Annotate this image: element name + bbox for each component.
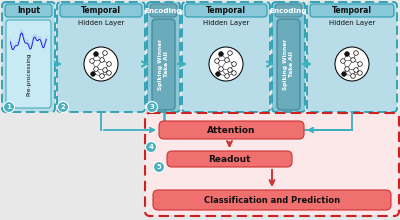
Text: Hidden Layer: Hidden Layer (78, 20, 124, 26)
Circle shape (219, 67, 223, 71)
Text: Input: Input (17, 6, 40, 15)
Text: Pre-processing: Pre-processing (26, 53, 31, 96)
FancyBboxPatch shape (182, 2, 270, 112)
Circle shape (209, 47, 243, 81)
Circle shape (107, 71, 111, 75)
Circle shape (345, 52, 349, 56)
Circle shape (94, 52, 98, 56)
Circle shape (90, 59, 94, 63)
Text: 5: 5 (157, 164, 161, 170)
Circle shape (154, 161, 164, 172)
Circle shape (351, 58, 355, 62)
Text: 3: 3 (150, 104, 154, 110)
Text: Encoding: Encoding (270, 7, 307, 13)
Text: Attention: Attention (207, 125, 256, 134)
Text: Encoding: Encoding (145, 7, 182, 13)
Text: Temporal: Temporal (81, 6, 121, 15)
Circle shape (103, 68, 107, 72)
Circle shape (342, 72, 346, 76)
FancyBboxPatch shape (147, 2, 180, 112)
Circle shape (358, 71, 362, 75)
Circle shape (228, 51, 232, 55)
Circle shape (358, 62, 362, 66)
Text: 1: 1 (6, 104, 12, 110)
Text: Temporal: Temporal (332, 6, 372, 15)
Circle shape (341, 59, 345, 63)
Circle shape (216, 72, 220, 76)
Circle shape (58, 101, 68, 112)
Text: Hidden Layer: Hidden Layer (203, 20, 249, 26)
FancyBboxPatch shape (2, 2, 55, 112)
FancyBboxPatch shape (159, 121, 304, 139)
FancyBboxPatch shape (57, 2, 145, 112)
Circle shape (225, 74, 229, 78)
FancyBboxPatch shape (152, 19, 175, 110)
Text: 2: 2 (61, 104, 65, 110)
Circle shape (107, 62, 111, 66)
FancyBboxPatch shape (185, 4, 267, 17)
Circle shape (225, 58, 229, 62)
Circle shape (91, 72, 95, 76)
FancyBboxPatch shape (60, 4, 142, 17)
FancyBboxPatch shape (277, 19, 300, 110)
Text: Classification and Prediction: Classification and Prediction (204, 196, 340, 205)
Circle shape (84, 47, 118, 81)
Text: Spiking Winner
Take All: Spiking Winner Take All (158, 39, 169, 90)
Circle shape (100, 58, 104, 62)
Circle shape (232, 62, 236, 66)
Circle shape (351, 74, 355, 78)
Circle shape (219, 52, 223, 56)
Circle shape (232, 71, 236, 75)
Circle shape (335, 47, 369, 81)
Circle shape (4, 101, 14, 112)
Text: Hidden Layer: Hidden Layer (329, 20, 375, 26)
Circle shape (146, 101, 158, 112)
FancyBboxPatch shape (272, 2, 305, 112)
FancyBboxPatch shape (310, 4, 394, 17)
Circle shape (100, 74, 104, 78)
Text: 4: 4 (148, 144, 154, 150)
Text: Spiking Winner
Take All: Spiking Winner Take All (283, 39, 294, 90)
Text: Temporal: Temporal (206, 6, 246, 15)
FancyBboxPatch shape (307, 2, 397, 112)
Text: Readout: Readout (208, 154, 251, 163)
Circle shape (94, 67, 98, 71)
FancyBboxPatch shape (5, 4, 52, 17)
FancyBboxPatch shape (275, 4, 302, 17)
FancyBboxPatch shape (167, 151, 292, 167)
FancyBboxPatch shape (6, 20, 51, 108)
FancyBboxPatch shape (153, 190, 391, 210)
FancyBboxPatch shape (150, 4, 177, 17)
Circle shape (345, 67, 349, 71)
Circle shape (354, 68, 358, 72)
Circle shape (215, 59, 219, 63)
Circle shape (146, 141, 156, 152)
Circle shape (228, 68, 232, 72)
Circle shape (103, 51, 107, 55)
FancyBboxPatch shape (145, 113, 399, 216)
Circle shape (354, 51, 358, 55)
